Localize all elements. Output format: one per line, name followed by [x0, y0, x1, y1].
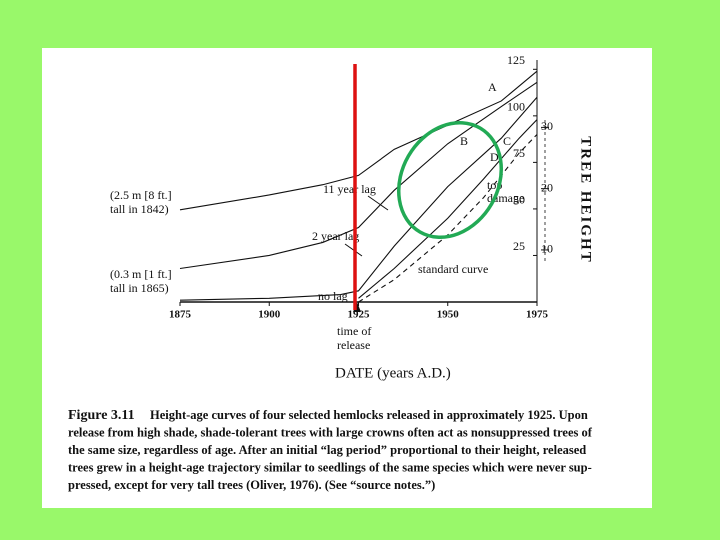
annotation: release	[337, 338, 370, 352]
curve	[179, 96, 538, 301]
caption-line: trees grew in a height-age trajectory si…	[68, 460, 592, 474]
annotation: time of	[337, 324, 371, 338]
y-tick-label: 25	[513, 239, 525, 253]
caption-line: pressed, except for very tall trees (Oli…	[68, 478, 435, 492]
caption-line: release from high shade, shade-tolerant …	[68, 425, 593, 439]
curve-label: C	[503, 134, 511, 148]
annotation: tall in 1842)	[110, 202, 169, 216]
y2-tick-label: 30	[541, 119, 553, 133]
annotation: 2 year lag	[312, 229, 359, 243]
y-tick-label: 125	[507, 53, 525, 67]
x-axis-label: DATE (years A.D.)	[335, 365, 451, 381]
y-tick-label: 50	[513, 193, 525, 207]
x-tick-label: 1900	[258, 309, 281, 321]
y-tick-label: 100	[507, 100, 525, 114]
x-tick-label: 1975	[526, 309, 549, 321]
y2-tick-label: 10	[541, 242, 553, 256]
curve-label: B	[460, 134, 468, 148]
curve-label: standard curve	[418, 262, 488, 276]
x-tick-label: 1925	[348, 309, 371, 321]
curve	[358, 134, 538, 303]
annotation: 11 year lag	[323, 182, 376, 196]
x-tick-label: 1950	[437, 309, 460, 321]
x-tick-label: 1875	[169, 309, 192, 321]
caption-line: Height-age curves of four selected hemlo…	[150, 408, 588, 422]
curve-label: D	[490, 150, 499, 164]
caption-label: Figure 3.11	[68, 408, 135, 423]
curve-label: A	[488, 80, 497, 94]
green-highlight	[396, 121, 504, 239]
annotation: no lag	[318, 289, 348, 303]
curve	[179, 81, 538, 270]
annotation: tall in 1865)	[110, 281, 169, 295]
caption-line: the same size, regardless of age. After …	[68, 443, 586, 457]
y2-tick-label: 20	[541, 180, 553, 194]
curve	[179, 70, 538, 211]
curve	[358, 119, 538, 299]
annotation: (0.3 m [1 ft.]	[110, 267, 172, 281]
y-axis-label: TREE HEIGHT	[578, 136, 594, 263]
figure-panel	[42, 48, 652, 508]
annotation: (2.5 m [8 ft.]	[110, 188, 172, 202]
